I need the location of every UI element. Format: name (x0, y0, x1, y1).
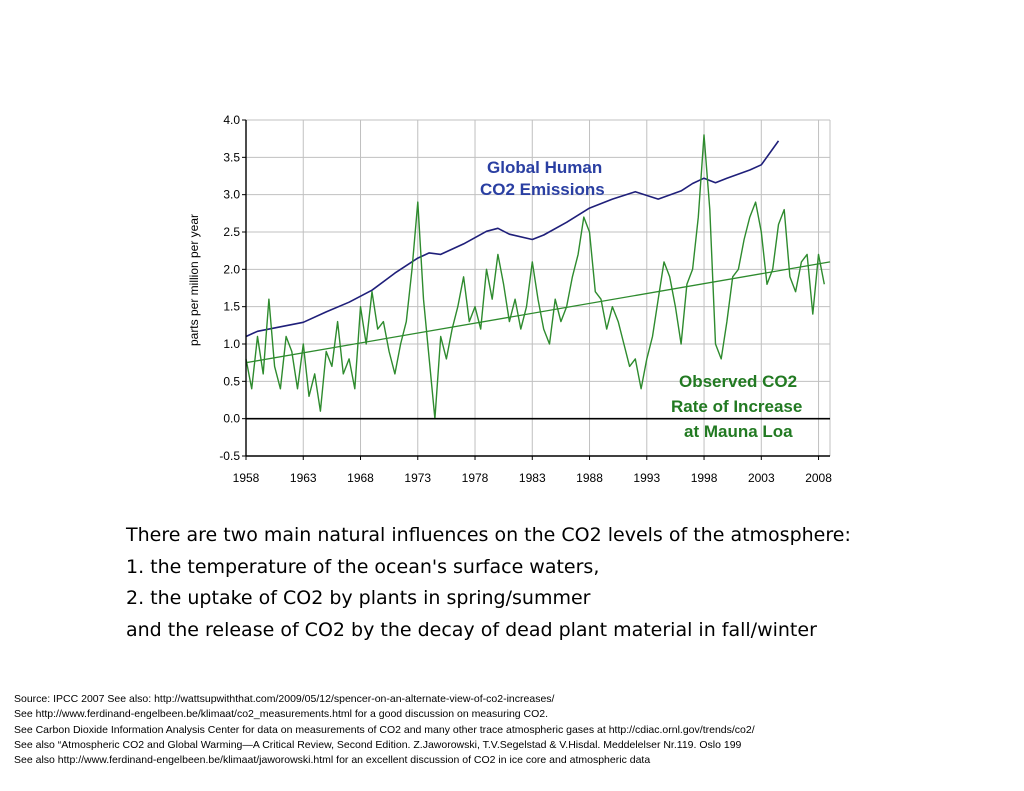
y-tick-label: 0.0 (223, 412, 240, 426)
y-tick-label: 2.0 (223, 262, 240, 276)
note-line: 2. the uptake of CO2 by plants in spring… (126, 587, 591, 609)
source-line: Source: IPCC 2007 See also: http://watts… (14, 693, 555, 705)
source-line: See Carbon Dioxide Information Analysis … (14, 723, 755, 736)
y-tick-label: 4.0 (223, 113, 240, 127)
note-line: There are two main natural influences on… (126, 524, 851, 546)
note-line: and the release of CO2 by the decay of d… (126, 618, 817, 641)
x-tick-label: 1998 (691, 471, 718, 485)
series-line-emissions (245, 140, 780, 338)
series-line-rate (245, 134, 825, 420)
explanation-text: There are two main natural influences on… (126, 520, 1006, 646)
x-tick-label: 1978 (462, 471, 489, 485)
y-tick-label: 2.5 (223, 225, 240, 239)
chart-annotations: Global Human CO2 Emissions Observed CO2 … (480, 158, 802, 441)
y-axis-title: parts per million per year (187, 214, 201, 346)
x-tick-label: 2008 (805, 471, 832, 485)
co2-chart: 4.0 3.5 3.0 2.5 2.0 1.5 1.0 0.5 0.0 -0.5 1958 1963 1… (180, 100, 840, 500)
emissions-label-line1: Global Human (487, 158, 602, 177)
chart-canvas: 4.0 3.5 3.0 2.5 2.0 1.5 1.0 0.5 0.0 -0.5 1958 1963 1… (187, 113, 832, 485)
y-tick-label: 3.0 (223, 188, 240, 202)
series-line-trend (245, 261, 831, 364)
rate-label-line3: at Mauna Loa (684, 422, 793, 441)
x-tick-label: 1988 (576, 471, 603, 485)
x-tick-label: 1983 (519, 471, 546, 485)
chart-series (245, 134, 831, 420)
rate-label-line1: Observed CO2 (679, 372, 797, 391)
x-tick-label: 2003 (748, 471, 775, 485)
source-line: See also “Atmospheric CO2 and Global War… (14, 738, 742, 751)
x-tick-label: 1963 (290, 471, 317, 485)
y-tick-label: 3.5 (223, 150, 240, 164)
source-line: See also http://www.ferdinand-engelbeen.… (14, 754, 651, 767)
sources-footer: Source: IPCC 2007 See also: http://watts… (14, 692, 1014, 768)
y-tick-label: 1.0 (223, 337, 240, 351)
x-tick-label: 1958 (233, 471, 260, 485)
x-tick-label: 1973 (404, 471, 431, 485)
emissions-label-line2: CO2 Emissions (480, 180, 605, 199)
x-tick-label: 1968 (347, 471, 374, 485)
x-tick-label: 1993 (633, 471, 660, 485)
y-tick-label: -0.5 (219, 449, 240, 463)
rate-label-line2: Rate of Increase (671, 397, 802, 416)
note-line: 1. the temperature of the ocean's surfac… (126, 555, 600, 578)
chart-axes: 4.0 3.5 3.0 2.5 2.0 1.5 1.0 0.5 0.0 -0.5 1958 1963 1… (187, 113, 832, 485)
y-tick-label: 1.5 (223, 300, 240, 314)
y-tick-label: 0.5 (223, 374, 240, 388)
source-line: See http://www.ferdinand-engelbeen.be/kl… (14, 708, 549, 721)
